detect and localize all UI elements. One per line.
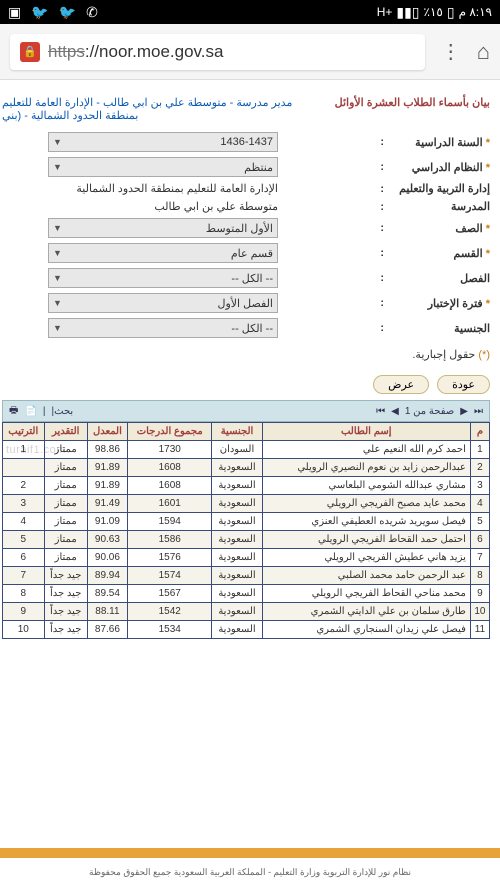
home-icon[interactable]: ⌂ [477, 39, 490, 65]
battery-icon: ▯ [447, 4, 455, 21]
col-header: المعدل [87, 423, 127, 441]
next-page-icon[interactable]: ▶ [460, 406, 468, 417]
grid-toolbar: 🖶 📄 | |بحث ⏮ ◀ صفحة من 1 ▶ ⏭ [2, 400, 490, 422]
battery-pct: ٪١٥ [424, 5, 443, 19]
students-table: مإسم الطالبالجنسيةمجموع الدرجاتالمعدلالت… [2, 422, 490, 639]
android-status-bar: ▣ 🐦 🐦 ✆ H+ ▮▮▯ ٪١٥ ▯ ٨:١٩ م [0, 0, 500, 24]
image-icon: ▣ [8, 4, 21, 21]
footer-text: نظام نور للإدارة التربوية وزارة التعليم … [0, 867, 500, 878]
insecure-lock-icon: 🔒 [20, 42, 40, 62]
export-icon[interactable]: 📄 [24, 406, 36, 417]
network-type: H+ [377, 5, 393, 19]
url-text: https://noor.moe.gov.sa [48, 42, 223, 62]
class-dropdown[interactable]: -- الكل --▼ [48, 268, 278, 288]
signal-icon: ▮▮▯ [396, 4, 419, 21]
table-row: 7يزيد هاني عطيش الفريجي الرويليالسعودية1… [3, 549, 490, 567]
whatsapp-icon: ✆ [86, 4, 98, 21]
page-info: صفحة من 1 [405, 406, 454, 417]
col-header: الجنسية [212, 423, 262, 441]
system-label: النظام الدراسي [412, 162, 483, 174]
table-row: 10طارق سلمان بن علي الدايتي الشمريالسعود… [3, 603, 490, 621]
admin-label: إدارة التربية والتعليم [399, 183, 490, 195]
filter-form: * السنة الدراسية : 1436-1437▼ * النظام ا… [2, 132, 490, 338]
page-content: بيان بأسماء الطلاب العشرة الأوائل مدير م… [0, 80, 500, 647]
period-label: فترة الإختبار [428, 298, 483, 310]
col-header: الترتيب [3, 423, 45, 441]
grade-label: الصف [455, 223, 482, 235]
page-title: بيان بأسماء الطلاب العشرة الأوائل [335, 96, 490, 122]
section-label: القسم [454, 248, 483, 260]
search-label: |بحث [52, 406, 74, 417]
first-page-icon[interactable]: ⏮ [376, 406, 385, 417]
table-row: 6احتمل حمد القحاط الفريجي الرويليالسعودي… [3, 531, 490, 549]
watermark: turaif1.com [6, 444, 66, 456]
breadcrumb: بيان بأسماء الطلاب العشرة الأوائل مدير م… [2, 96, 490, 122]
last-page-icon[interactable]: ⏭ [474, 406, 483, 417]
breadcrumb-path: مدير مدرسة - متوسطة علي بن ابي طالب - ال… [2, 96, 327, 122]
table-row: 8عبد الرحمن حامد محمد الصلبيالسعودية1574… [3, 567, 490, 585]
table-row: 1احمد كرم الله النعيم عليالسودان173098.8… [3, 441, 490, 459]
col-header: إسم الطالب [262, 423, 470, 441]
period-dropdown[interactable]: الفصل الأول▼ [48, 293, 278, 313]
table-row: 5فيصل سويريد شريده العطيفي العنزيالسعودي… [3, 513, 490, 531]
clock: ٨:١٩ م [459, 5, 492, 19]
school-value: متوسطة علي بن ابي طالب [2, 200, 278, 213]
system-dropdown[interactable]: منتظم▼ [48, 157, 278, 177]
table-row: 2عبدالرحمن زايد بن نعوم النصيري الرويليا… [3, 459, 490, 477]
col-header: التقدير [44, 423, 87, 441]
nationality-dropdown[interactable]: -- الكل --▼ [48, 318, 278, 338]
footer-stripe [0, 848, 500, 858]
required-note: (*) (*) حقول إجبارية.حقول إجبارية. [2, 348, 490, 361]
browser-menu-button[interactable]: ⋮ [435, 39, 467, 64]
view-button[interactable]: عرض [373, 375, 429, 394]
nat-label: الجنسية [454, 323, 490, 335]
class-label: الفصل [460, 273, 490, 285]
twitter-icon: 🐦 [59, 4, 76, 21]
back-button[interactable]: عودة [437, 375, 490, 394]
table-row: 3مشاري عبدالله الشومي البلعاسيالسعودية16… [3, 477, 490, 495]
year-label: السنة الدراسية [415, 137, 482, 149]
col-header: مجموع الدرجات [128, 423, 212, 441]
export-icon[interactable]: 🖶 [9, 403, 18, 420]
year-dropdown[interactable]: 1436-1437▼ [48, 132, 278, 152]
col-header: م [470, 423, 489, 441]
prev-page-icon[interactable]: ◀ [391, 406, 399, 417]
school-label: المدرسة [451, 201, 490, 213]
address-bar[interactable]: 🔒 https://noor.moe.gov.sa [10, 34, 425, 70]
twitter-icon: 🐦 [31, 4, 48, 21]
section-dropdown[interactable]: قسم عام▼ [48, 243, 278, 263]
browser-toolbar: 🔒 https://noor.moe.gov.sa ⋮ ⌂ [0, 24, 500, 80]
grade-dropdown[interactable]: الأول المتوسط▼ [48, 218, 278, 238]
admin-value: الإدارة العامة للتعليم بمنطقة الحدود الش… [2, 182, 278, 195]
table-row: 9محمد مناحي القحاط الفريجي الرويليالسعود… [3, 585, 490, 603]
table-row: 11فيصل علي زيدان السنجاري الشمريالسعودية… [3, 621, 490, 639]
table-row: 4محمد عايد مصبح الفريجي الرويليالسعودية1… [3, 495, 490, 513]
